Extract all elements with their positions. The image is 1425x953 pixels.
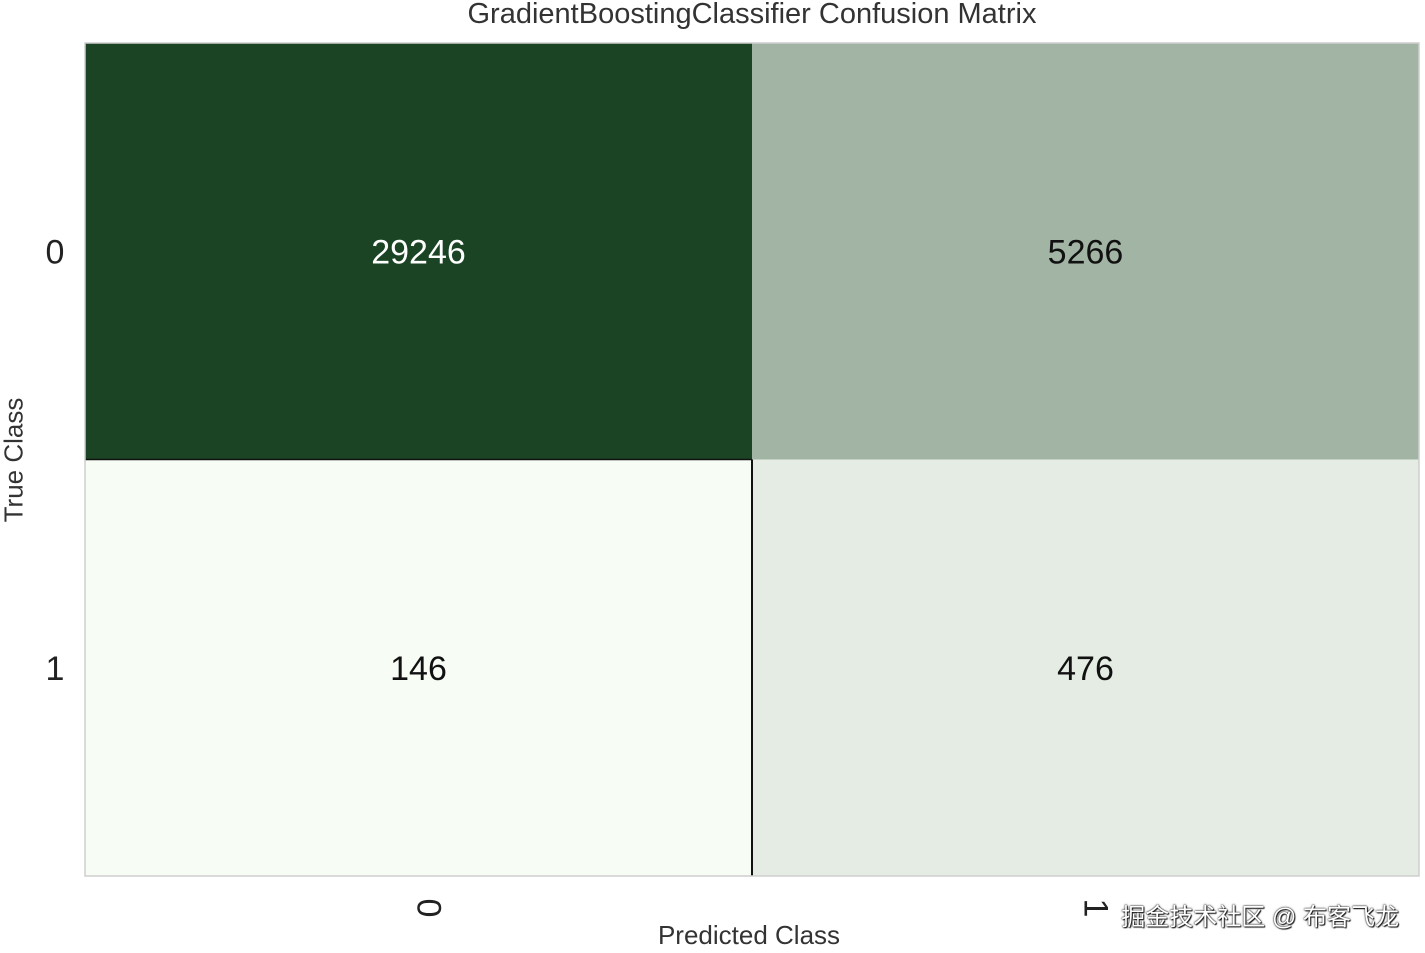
plot-frame [84,42,1420,877]
matrix-cell [752,459,1419,876]
y-axis-label: True Class [0,397,29,523]
y-tick-label: 1 [46,650,65,688]
watermark-text: 掘金技术社区 @ 布客飞龙 [1121,904,1399,931]
cell-value-label: 146 [390,650,447,688]
y-tick-label: 0 [46,233,65,271]
x-tick-label: 1 [1077,899,1115,918]
matrix-cell [85,43,752,460]
x-axis-label: Predicted Class [657,920,841,950]
cell-value-label: 476 [1057,650,1114,688]
matrix-cell [85,459,752,876]
x-tick-label: 0 [410,899,448,918]
cell-value-label: 5266 [1048,233,1124,271]
chart-title: GradientBoostingClassifier Confusion Mat… [467,0,1037,30]
matrix-cell [752,43,1419,460]
cell-value-label: 29246 [371,233,466,271]
